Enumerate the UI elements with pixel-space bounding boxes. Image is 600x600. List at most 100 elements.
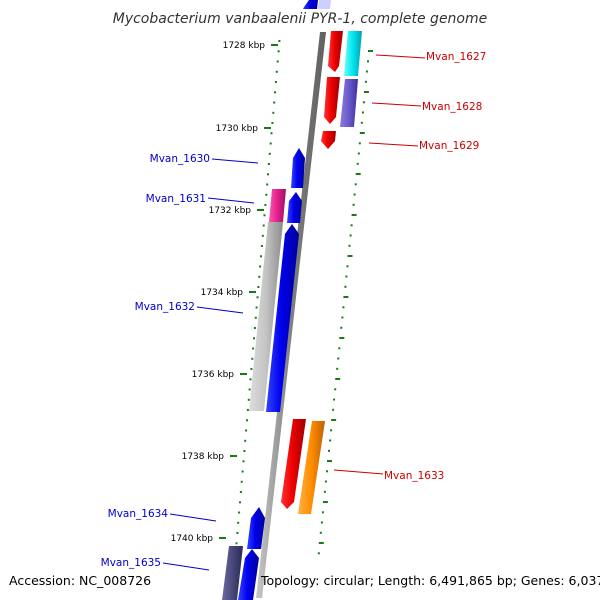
- minor-tick: [318, 542, 324, 544]
- minor-tick: [352, 203, 355, 206]
- gene-mvan-1627[interactable]: [328, 31, 343, 72]
- minor-tick: [260, 255, 262, 258]
- minor-tick: [319, 531, 322, 534]
- minor-tick: [348, 244, 351, 247]
- minor-tick: [246, 419, 248, 422]
- minor-tick: [267, 163, 270, 165]
- minor-tick: [350, 224, 353, 227]
- gene-feature-top-light[interactable]: [318, 0, 331, 9]
- minor-tick: [337, 357, 340, 360]
- gene-mvan-1628-companion[interactable]: [340, 79, 358, 127]
- minor-tick: [274, 91, 276, 94]
- minor-tick: [264, 204, 267, 206]
- label-mvan-1629[interactable]: Mvan_1629: [419, 140, 479, 152]
- minor-tick: [353, 193, 356, 196]
- gene-mvan-1632-companion[interactable]: [249, 222, 283, 411]
- gene-mvan-1634[interactable]: [247, 507, 265, 549]
- minor-tick: [254, 316, 257, 319]
- minor-tick: [321, 511, 324, 514]
- minor-tick: [271, 122, 274, 124]
- minor-tick: [343, 296, 349, 298]
- minor-tick: [238, 511, 241, 514]
- gene-mvan-1631[interactable]: [287, 192, 302, 223]
- gene-mvan-1627-companion[interactable]: [344, 31, 362, 76]
- minor-tick: [359, 132, 365, 134]
- gene-mvan-1632[interactable]: [266, 224, 299, 412]
- minor-tick: [273, 101, 276, 104]
- minor-tick: [235, 542, 238, 545]
- leader-mvan-1629: [368, 142, 419, 147]
- tick-label-1728: 1728 kbp: [223, 41, 266, 51]
- minor-tick: [357, 152, 360, 155]
- label-mvan-1635[interactable]: Mvan_1635: [101, 557, 161, 569]
- minor-tick: [249, 378, 252, 381]
- minor-tick: [252, 347, 255, 350]
- minor-tick: [368, 50, 373, 52]
- minor-tick: [262, 224, 265, 227]
- gene-mvan-1629[interactable]: [321, 131, 336, 149]
- minor-tick: [333, 398, 336, 401]
- label-mvan-1627[interactable]: Mvan_1627: [426, 51, 486, 63]
- minor-tick: [327, 460, 332, 462]
- minor-tick: [248, 388, 251, 391]
- gene-mvan-1630[interactable]: [291, 148, 305, 188]
- minor-tick: [245, 429, 248, 432]
- minor-tick: [272, 111, 275, 114]
- minor-tick: [361, 111, 364, 114]
- leader-mvan-1632: [196, 306, 244, 314]
- minor-tick: [253, 337, 255, 340]
- minor-tick: [342, 306, 345, 309]
- minor-tick: [355, 173, 361, 175]
- label-mvan-1634[interactable]: Mvan_1634: [108, 508, 169, 520]
- minor-tick: [364, 80, 367, 83]
- leader-mvan-1633: [333, 469, 384, 475]
- minor-tick: [257, 286, 260, 288]
- minor-tick: [347, 255, 353, 257]
- label-mvan-1631[interactable]: Mvan_1631: [146, 193, 206, 205]
- label-mvan-1628[interactable]: Mvan_1628: [422, 101, 482, 113]
- gene-mvan-1631-companion[interactable]: [269, 189, 286, 222]
- gene-feature-top[interactable]: [303, 0, 318, 9]
- minor-tick: [240, 480, 243, 483]
- tick-label-1738: 1738 kbp: [182, 452, 225, 462]
- tick-label-1730: 1730 kbp: [216, 124, 259, 134]
- gene-mvan-1633[interactable]: [281, 419, 306, 509]
- gene-mvan-1628[interactable]: [324, 77, 340, 124]
- minor-tick: [274, 81, 277, 83]
- minor-tick: [323, 490, 326, 493]
- minor-tick: [330, 429, 333, 432]
- genome-backbone: [256, 32, 326, 598]
- gene-mvan-1633-companion[interactable]: [298, 421, 325, 514]
- minor-tick: [317, 552, 320, 555]
- gene-mvan-1635[interactable]: [238, 549, 259, 600]
- reverse-strand-features: [281, 31, 362, 514]
- label-mvan-1633[interactable]: Mvan_1633: [384, 470, 444, 482]
- minor-tick: [269, 142, 272, 145]
- tick-label-1732: 1732 kbp: [209, 206, 252, 216]
- minor-tick: [246, 409, 249, 411]
- minor-tick: [332, 408, 335, 411]
- gene-mvan-1635-companion[interactable]: [222, 546, 243, 600]
- minor-tick: [365, 70, 368, 73]
- accession-text: Accession: NC_008726: [9, 573, 152, 588]
- tick-label-1734: 1734 kbp: [201, 288, 244, 298]
- gene-labels: Mvan_1627 Mvan_1628 Mvan_1629 Mvan_1630 …: [101, 51, 486, 571]
- minor-tick: [345, 275, 348, 278]
- minor-tick: [338, 347, 341, 350]
- tick-labels: 1728 kbp 1730 kbp 1732 kbp 1734 kbp 1736…: [171, 41, 278, 544]
- minor-tick: [275, 70, 278, 73]
- leader-mvan-1630: [211, 158, 259, 164]
- minor-tick: [336, 367, 339, 370]
- minor-tick: [239, 491, 242, 493]
- minor-tick: [362, 101, 365, 104]
- minor-tick: [237, 521, 240, 524]
- label-mvan-1632[interactable]: Mvan_1632: [135, 301, 195, 313]
- tick-label-1736: 1736 kbp: [192, 370, 235, 380]
- minor-tick: [367, 60, 369, 63]
- minor-tick: [256, 296, 259, 299]
- forward-strand-features: [222, 148, 305, 600]
- minor-tick: [261, 234, 264, 237]
- label-mvan-1630[interactable]: Mvan_1630: [150, 153, 210, 165]
- minor-tick: [344, 285, 347, 288]
- minor-tick: [349, 234, 352, 237]
